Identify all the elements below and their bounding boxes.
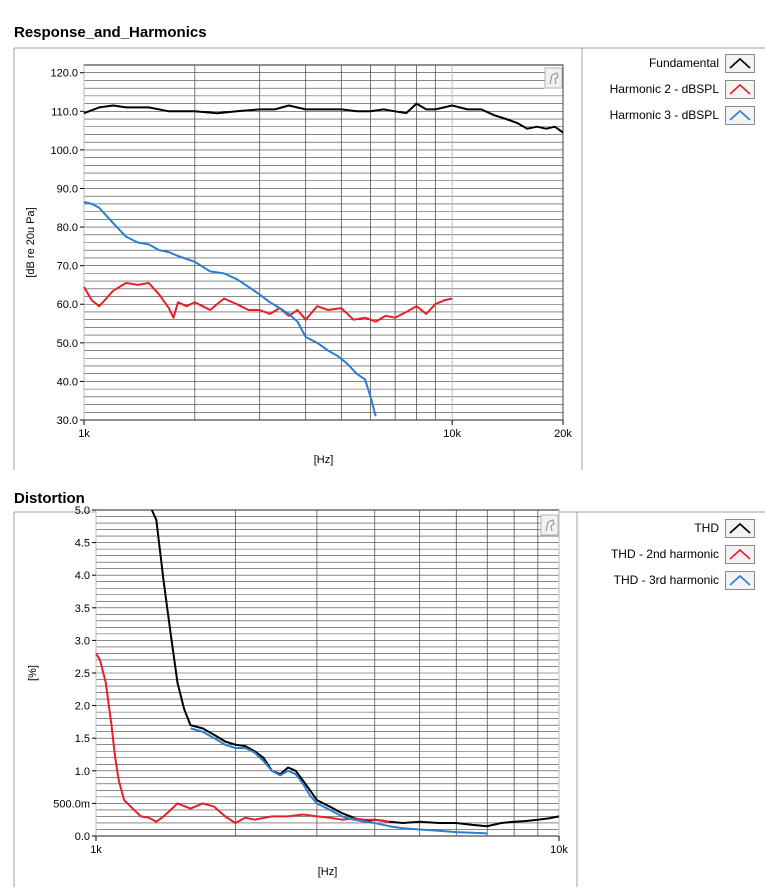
- response-harmonics-chart: 30.0 40.0 50.0 60.0 70.0 80.0 90.0 100.0 110.0 12…: [13, 47, 765, 470]
- x-tick-label: 10k: [443, 428, 461, 440]
- legend-label: Harmonic 3 - dBSPL: [609, 108, 719, 122]
- x-axis-title: [Hz]: [318, 866, 338, 878]
- distortion-panel: Distortion 0.0 500.0m 1.0 1.5 2.0 2.5 3.0 3.5 4.…: [0, 482, 765, 891]
- line-swatch-icon[interactable]: [725, 79, 755, 99]
- x-tick-label: 1k: [90, 844, 102, 856]
- series-line-2: [95, 652, 390, 824]
- legend-label: THD: [694, 521, 719, 535]
- y-tick-label: 1.0: [75, 766, 90, 778]
- chart-title: Distortion: [14, 490, 85, 507]
- y-tick-label: 90.0: [57, 183, 78, 195]
- line-swatch-icon[interactable]: [725, 570, 755, 590]
- x-tick-label: 10k: [550, 844, 568, 856]
- x-axis-title: [Hz]: [314, 454, 334, 466]
- y-tick-label: 40.0: [57, 376, 78, 388]
- y-axis-title: [%]: [27, 665, 39, 681]
- y-tick-label: 4.5: [75, 538, 90, 550]
- y-tick-label: 2.5: [75, 668, 90, 680]
- legend-item-fundamental[interactable]: Fundamental: [649, 52, 755, 74]
- y-tick-label: 110.0: [51, 106, 78, 118]
- y-tick-label: 50.0: [57, 338, 78, 350]
- series-line-1: [150, 509, 560, 828]
- y-tick-label: 70.0: [57, 261, 78, 273]
- distortion-chart: 0.0 500.0m 1.0 1.5 2.0 2.5 3.0 3.5 4.0 4.5 5.0 1k 10…: [13, 505, 765, 887]
- legend-item-harmonic-2[interactable]: Harmonic 2 - dBSPL: [610, 78, 755, 100]
- y-tick-label: 3.5: [75, 603, 90, 615]
- legend-label: THD - 3rd harmonic: [613, 573, 719, 587]
- y-tick-label: 80.0: [57, 222, 78, 234]
- line-swatch-icon[interactable]: [725, 53, 755, 73]
- y-tick-label: 500.0m: [53, 798, 90, 810]
- chart-title: Response_and_Harmonics: [14, 24, 207, 41]
- x-tick-label: 20k: [554, 428, 572, 440]
- y-tick-label: 0.0: [75, 831, 90, 843]
- y-tick-label: 2.0: [75, 701, 90, 713]
- y-axis-title: [dB re 20u Pa]: [25, 207, 37, 277]
- legend-item-thd[interactable]: THD: [694, 517, 755, 539]
- series-line-3: [190, 727, 488, 835]
- y-tick-label: 30.0: [57, 415, 78, 427]
- line-swatch-icon[interactable]: [725, 544, 755, 564]
- legend-item-thd-2nd[interactable]: THD - 2nd harmonic: [611, 543, 755, 565]
- legend-label: Fundamental: [648, 56, 719, 70]
- series-line-3: [83, 201, 377, 417]
- y-tick-label: 100.0: [50, 145, 78, 157]
- y-tick-label: 4.0: [75, 570, 90, 582]
- line-swatch-icon[interactable]: [725, 105, 755, 125]
- graph-palette-icon[interactable]: [540, 514, 559, 536]
- legend-item-thd-3rd[interactable]: THD - 3rd harmonic: [614, 569, 755, 591]
- legend-label: THD - 2nd harmonic: [610, 547, 719, 561]
- y-tick-label: 3.0: [75, 635, 90, 647]
- response-harmonics-panel: Response_and_Harmonics 30.0 40.0 50.0 60.0 7…: [13, 24, 765, 470]
- series-line-2: [83, 282, 453, 323]
- legend-label: Harmonic 2 - dBSPL: [609, 82, 719, 96]
- y-tick-label: 5.0: [75, 505, 90, 517]
- graph-palette-icon[interactable]: [544, 67, 563, 89]
- series-line-1: [83, 102, 564, 134]
- line-swatch-icon[interactable]: [725, 518, 755, 538]
- legend-item-harmonic-3[interactable]: Harmonic 3 - dBSPL: [610, 104, 755, 126]
- y-tick-label: 1.5: [75, 733, 90, 745]
- y-tick-label: 60.0: [57, 299, 78, 311]
- x-tick-label: 1k: [78, 428, 90, 440]
- y-tick-label: 120.0: [50, 68, 78, 80]
